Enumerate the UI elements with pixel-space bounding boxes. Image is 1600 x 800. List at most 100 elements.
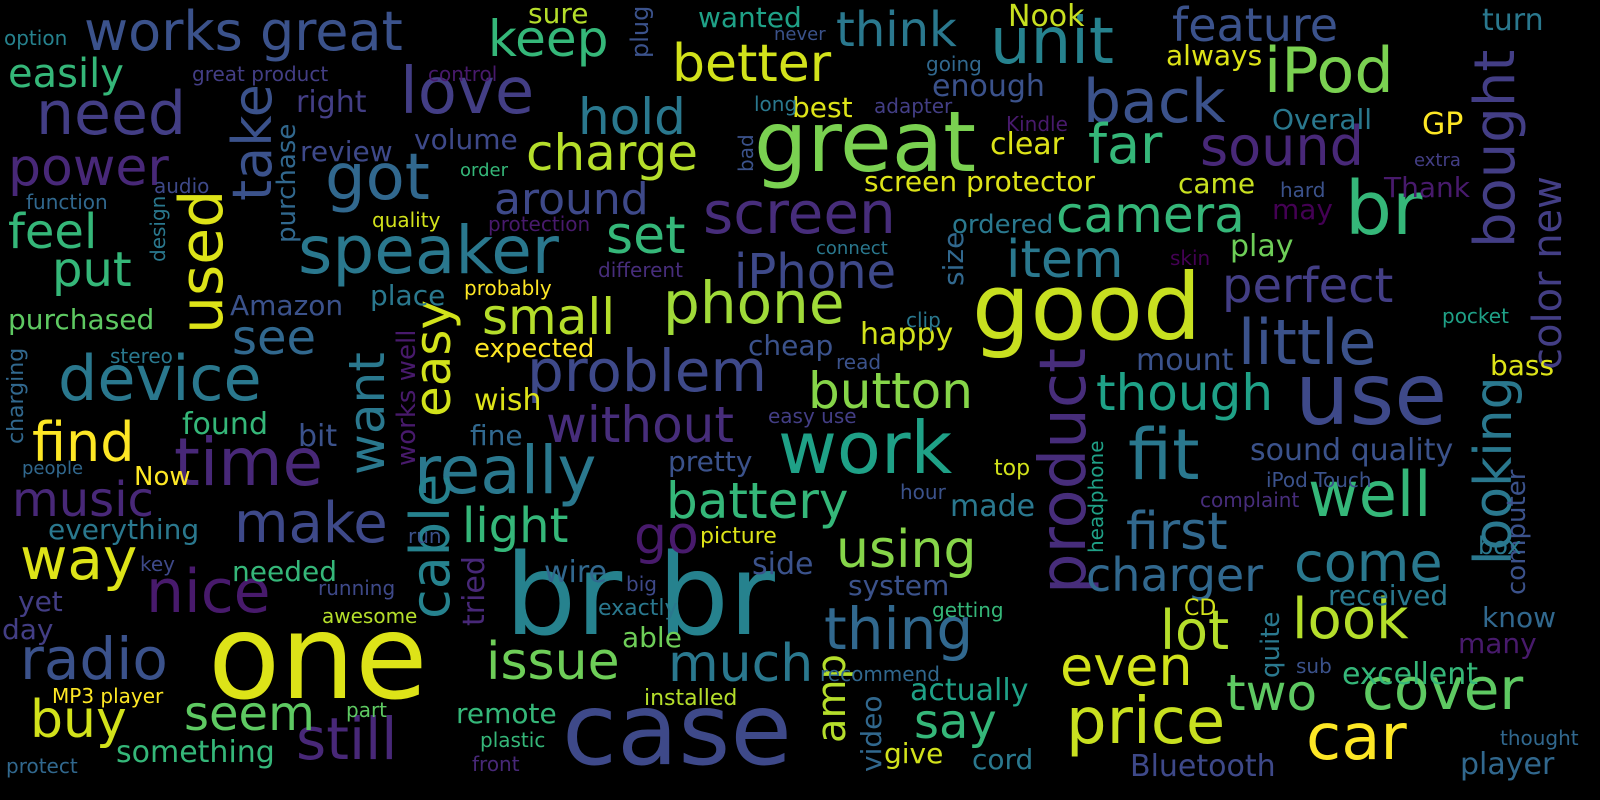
word-easily: easily — [8, 51, 124, 97]
word-order: order — [460, 160, 508, 181]
word-even: even — [1060, 635, 1193, 698]
word-speaker: speaker — [298, 212, 559, 289]
word-video: video — [855, 695, 888, 772]
word-first: first — [1126, 502, 1228, 562]
word-got: got — [325, 141, 430, 215]
word-cd: CD — [1184, 596, 1217, 621]
word-camera: camera — [1056, 186, 1245, 244]
word-fit: fit — [1128, 414, 1200, 496]
word-made: made — [950, 489, 1036, 524]
word-make: make — [234, 491, 388, 556]
word-remote: remote — [456, 697, 557, 730]
word-problem: problem — [527, 337, 767, 405]
word-say: say — [914, 694, 997, 750]
word-thing: thing — [824, 595, 974, 663]
word-screen: screen — [703, 179, 896, 247]
word-go: go — [634, 506, 699, 566]
word-many: many — [1458, 627, 1537, 660]
word-easy-use: easy use — [768, 404, 857, 428]
word-box: box — [1478, 532, 1522, 560]
word-control: control — [428, 62, 498, 86]
word-better: better — [672, 34, 832, 94]
word-sure: sure — [528, 0, 589, 30]
word-people: people — [22, 458, 84, 479]
word-come: come — [1294, 531, 1443, 594]
word-day: day — [2, 613, 54, 646]
word-expected: expected — [474, 334, 595, 364]
word-stereo: stereo — [110, 344, 173, 368]
word-key: key — [140, 552, 176, 576]
word-sub: sub — [1296, 654, 1332, 678]
word-much: much — [668, 634, 814, 694]
word-feel: feel — [8, 204, 98, 260]
word-everything: everything — [48, 513, 200, 546]
word-love: love — [400, 55, 535, 129]
word-clip: clip — [906, 308, 941, 332]
word-unit: unit — [990, 5, 1114, 79]
word-may: may — [1272, 193, 1334, 226]
word-cheap: cheap — [748, 329, 834, 362]
word-running: running — [318, 576, 396, 600]
word-able: able — [622, 621, 682, 654]
word-recommend: recommend — [820, 662, 940, 686]
word-design: design — [146, 195, 170, 262]
word-yet: yet — [18, 585, 63, 618]
word-lot: lot — [1160, 599, 1230, 662]
word-thought: thought — [1500, 726, 1579, 750]
word-now: Now — [134, 462, 191, 492]
word-mp3-player: MP3 player — [52, 684, 164, 708]
word-bass: bass — [1490, 349, 1555, 382]
word-wire: wire — [544, 555, 608, 590]
word-function: function — [26, 190, 108, 214]
word-ipod-touch: iPod Touch — [1266, 468, 1372, 492]
word-still: still — [296, 705, 398, 773]
word-seem: seem — [184, 686, 315, 742]
word-way: way — [20, 525, 138, 593]
word-overall: Overall — [1272, 103, 1373, 136]
word-installed: installed — [644, 686, 738, 711]
word-tried: tried — [457, 556, 492, 626]
word-never: never — [774, 24, 826, 45]
word-read: read — [836, 350, 882, 374]
word-actually: actually — [910, 673, 1029, 708]
word-look: look — [1292, 587, 1409, 652]
word-front: front — [472, 752, 520, 776]
word-using: using — [836, 520, 977, 580]
word-light: light — [462, 498, 569, 554]
word-thank: Thank — [1384, 171, 1470, 204]
word-side: side — [752, 547, 814, 582]
word-price: price — [1066, 685, 1226, 759]
word-nook: Nook — [1008, 0, 1085, 34]
word-top: top — [994, 456, 1031, 481]
word-without: without — [546, 396, 734, 454]
word-nice: nice — [146, 557, 271, 627]
word-option: option — [4, 26, 68, 50]
word-ipod: iPod — [1264, 34, 1394, 107]
word-amazon: Amazon — [230, 289, 344, 322]
word-bought: bought — [1463, 49, 1528, 248]
word-probably: probably — [464, 276, 552, 300]
word-music: music — [12, 472, 154, 528]
word-phone: phone — [663, 269, 845, 337]
word-mount: mount — [1136, 343, 1234, 378]
word-turn: turn — [1482, 3, 1544, 38]
word-works-well: works well — [392, 329, 422, 466]
word-play: play — [1230, 229, 1294, 264]
word-hold: hold — [578, 88, 686, 146]
word-see: see — [232, 310, 317, 366]
word-exactly: exactly — [598, 596, 678, 621]
word-player: player — [1460, 747, 1555, 782]
word-review: review — [300, 135, 393, 168]
word-br-br: br br — [505, 531, 775, 661]
word-quality: quality — [372, 208, 441, 232]
word-issue: issue — [486, 632, 620, 692]
word-protect: protect — [6, 754, 78, 778]
word-know: know — [1482, 601, 1556, 634]
word-complaint: complaint — [1200, 488, 1300, 512]
word-keep: keep — [488, 10, 609, 68]
word-great-product: great product — [192, 62, 329, 86]
word-radio: radio — [20, 625, 168, 693]
word-one: one — [208, 588, 428, 726]
word-headphone: headphone — [1084, 440, 1108, 553]
word-need: need — [36, 79, 186, 149]
